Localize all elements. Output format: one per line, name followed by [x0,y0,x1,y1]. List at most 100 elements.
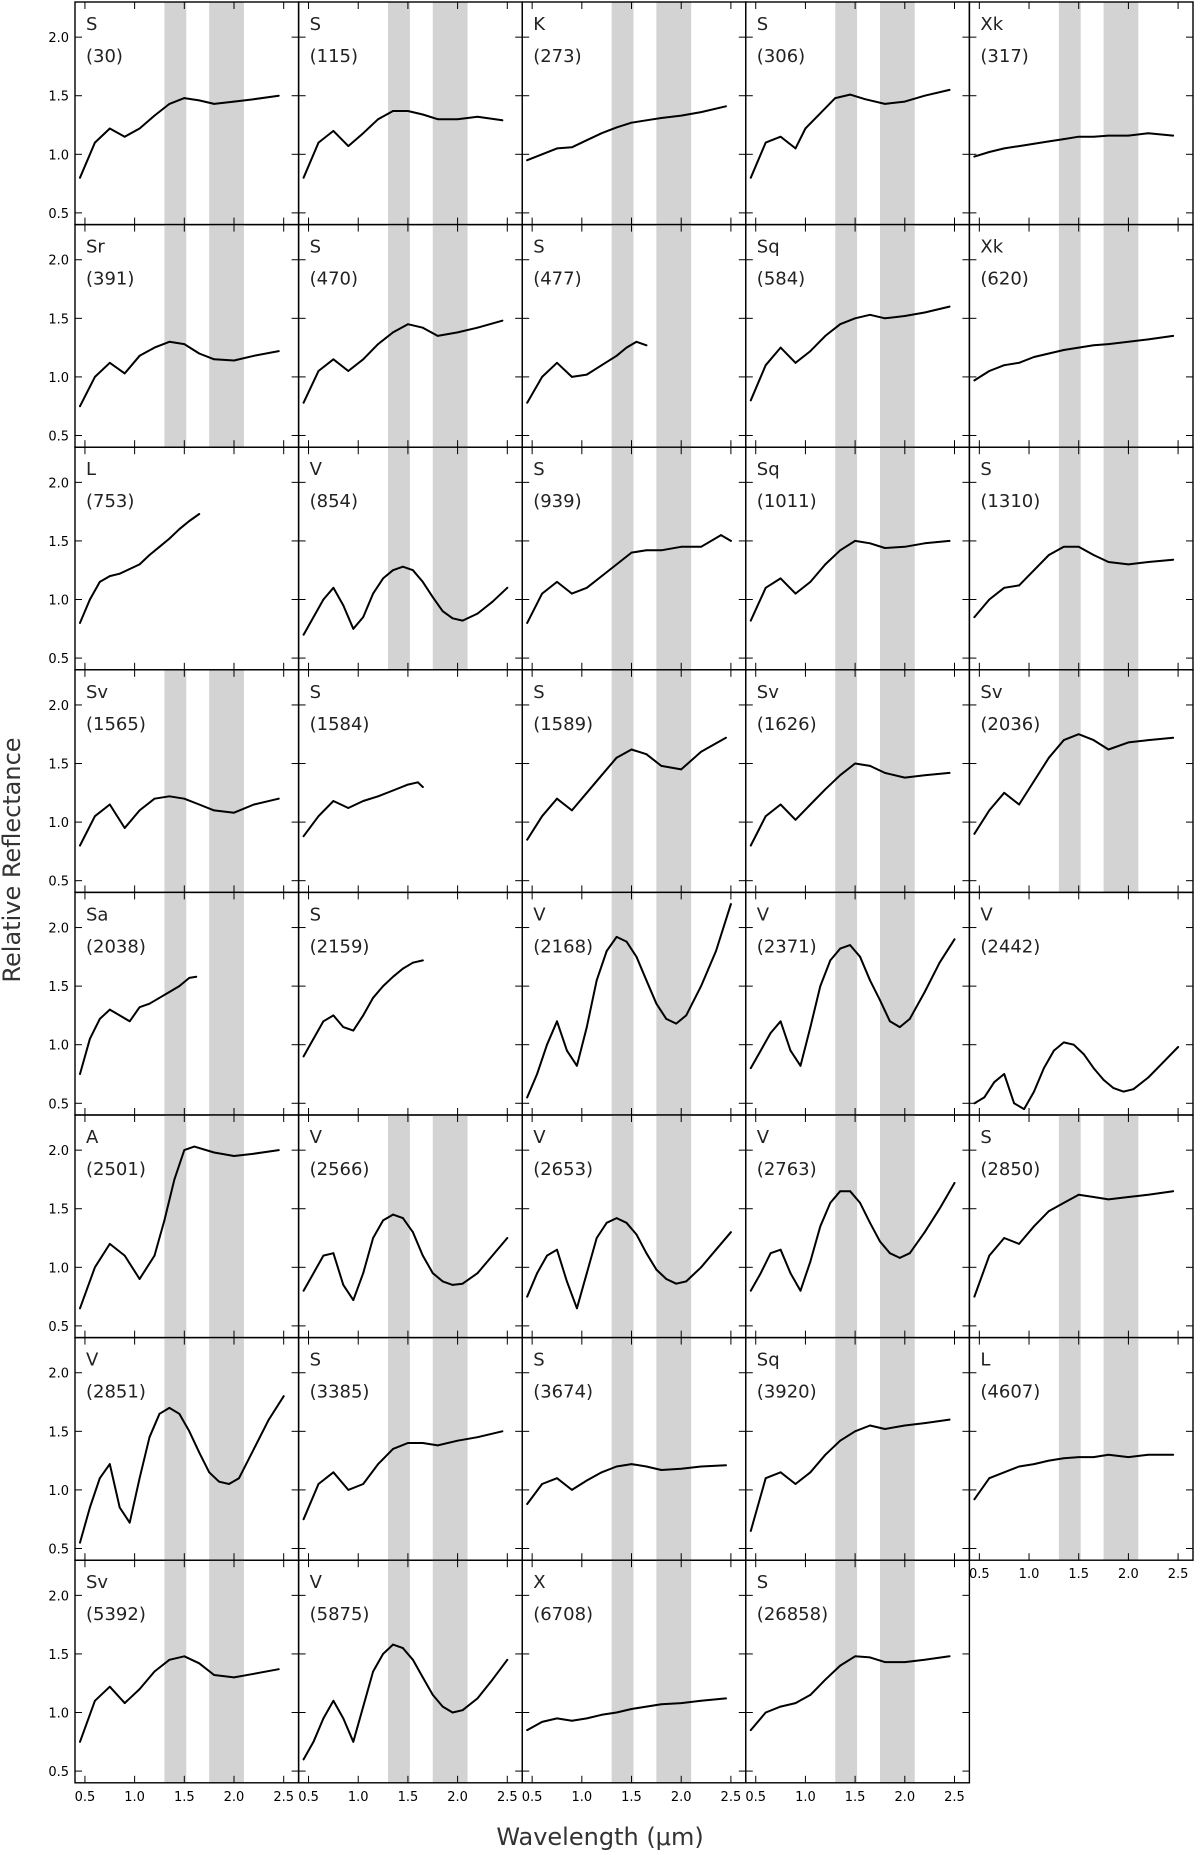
taxonomy-label: Sa [86,904,108,925]
data-point [312,1740,315,1743]
data-point [903,1424,906,1427]
data-point [680,1467,683,1470]
asteroid-id: (2763) [757,1159,817,1180]
telluric-band [164,2,187,225]
data-point [108,361,111,364]
taxonomy-label: S [310,682,321,703]
data-point [332,1699,335,1702]
telluric-band [1103,2,1139,225]
asteroid-id: (2501) [86,1159,146,1180]
data-point [923,774,926,777]
data-point [128,1020,131,1023]
telluric-band [879,447,915,670]
panel-frame [745,669,971,894]
data-point [749,1289,752,1292]
data-point [1018,803,1020,806]
taxonomy-label: V [757,904,770,925]
panel-frame [521,1114,747,1339]
telluric-band [164,224,187,448]
data-point [948,1655,951,1658]
asteroid-id: (115) [310,46,358,67]
data-point [829,959,832,962]
data-point [541,1483,543,1485]
y-tick-label: 2.0 [48,1367,69,1382]
data-point [183,343,186,346]
asteroid-id: (2566) [310,1159,370,1180]
data-point [645,1252,648,1255]
taxonomy-label: S [310,14,321,35]
data-point [1092,739,1095,741]
y-tick-label: 2.0 [48,1144,69,1159]
data-point [908,1018,911,1020]
data-point [869,1424,871,1427]
telluric-band [388,447,410,670]
data-point [302,176,305,179]
data-point [635,340,638,343]
data-point [352,1029,355,1032]
data-point [600,364,603,367]
data-point [615,1465,618,1468]
taxonomy-label: X [533,1572,545,1593]
telluric-band [656,892,692,1115]
data-point [178,1412,181,1415]
data-point [660,1469,663,1471]
data-point [382,577,384,580]
data-point [1072,1043,1075,1046]
data-point [108,1463,111,1466]
data-point [1177,1046,1179,1048]
data-point [908,1252,911,1255]
telluric-band [835,224,858,448]
data-point [809,803,812,806]
data-point [1172,134,1175,137]
data-point [1172,736,1175,739]
panel-frame [745,891,971,1116]
panel-frame [521,891,747,1116]
data-point [869,313,871,316]
data-point [869,1221,871,1224]
telluric-band [1103,224,1139,448]
data-point [392,789,394,792]
data-point [1127,563,1130,566]
data-point [849,93,852,96]
data-point [680,545,683,548]
data-point [809,1694,812,1696]
data-point [983,1096,986,1099]
data-point [277,797,280,800]
data-point [973,616,976,618]
data-point [570,1489,573,1491]
data-point [615,354,618,357]
y-tick-label: 0.5 [48,1320,69,1335]
data-point [630,1708,633,1710]
data-point [1018,584,1020,587]
data-point [347,370,350,372]
asteroid-id: (273) [533,46,581,67]
data-point [238,1477,240,1480]
panel-frame [521,1,747,226]
asteroid-id: (4607) [980,1382,1040,1403]
data-point [342,1717,345,1720]
taxonomy-label: A [86,1127,99,1148]
telluric-band [209,669,244,893]
asteroid-id: (3920) [757,1382,817,1403]
taxonomy-label: V [86,1350,99,1371]
data-point [570,1719,573,1722]
data-point [302,1055,305,1058]
asteroid-id: (1626) [757,714,817,735]
data-point [1147,561,1150,563]
data-point [421,581,424,583]
y-tick-label: 1.5 [48,90,69,105]
asteroid-id: (2850) [980,1159,1040,1180]
spectrum-panel: Xk (620) [968,223,1194,448]
spectrum-panel: S (477) [521,223,747,448]
data-point [575,1064,578,1067]
spectrum-line [526,340,648,404]
data-point [89,598,91,601]
telluric-band [1058,2,1081,225]
spectrum-panel: S (2159) [297,891,523,1116]
data-point [903,1661,906,1664]
x-tick-label: 2.0 [447,1790,468,1805]
data-point [615,126,618,129]
data-point [1112,1087,1115,1089]
data-point [556,1477,558,1480]
data-point [476,115,479,118]
